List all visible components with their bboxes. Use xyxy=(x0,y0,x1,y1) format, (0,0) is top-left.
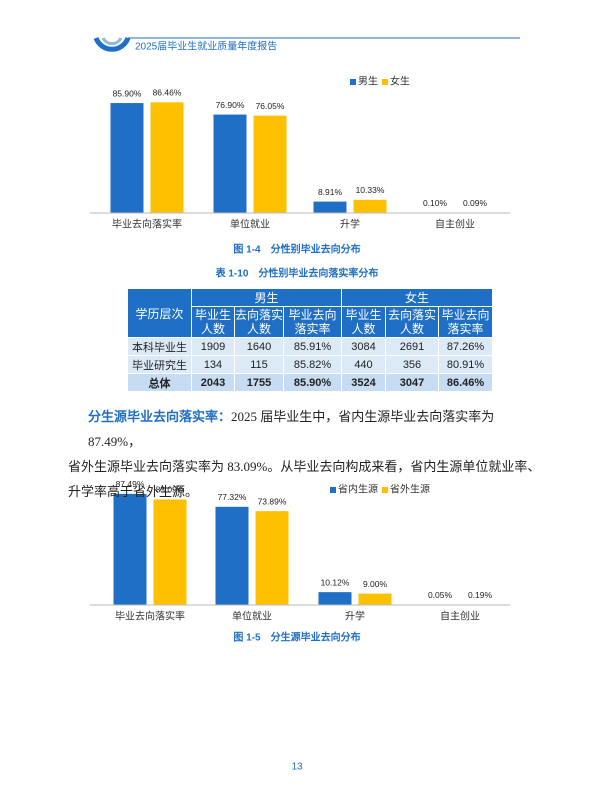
value-label: 0.09% xyxy=(463,198,488,208)
table-cell: 85.90% xyxy=(283,373,342,392)
value-label: 77.32% xyxy=(218,492,247,502)
table-header-cell: 去向落实人数 xyxy=(385,306,439,338)
legend-label: 女生 xyxy=(390,74,410,87)
value-label: 9.00% xyxy=(363,579,388,589)
legend-swatch xyxy=(350,79,356,85)
value-label: 10.33% xyxy=(356,185,385,195)
table-cell: 85.91% xyxy=(283,337,342,356)
table-caption: 表 1-10 分性别毕业去向落实率分布 xyxy=(215,267,379,280)
bar xyxy=(255,511,289,605)
paragraph-line: 分生源毕业去向落实率：2025 届毕业生中，省内生源毕业去向落实率为 87.49… xyxy=(88,404,548,454)
logo xyxy=(93,36,131,52)
legend-swatch xyxy=(382,487,388,493)
table-cell: 2691 xyxy=(385,337,439,356)
value-label: 0.05% xyxy=(428,590,453,600)
paragraph: 分生源毕业去向落实率：2025 届毕业生中，省内生源毕业去向落实率为 87.49… xyxy=(68,404,548,504)
table-cell: 1909 xyxy=(191,337,235,356)
x-tick-label: 毕业去向落实率 xyxy=(115,609,185,622)
value-label: 0.19% xyxy=(468,590,493,600)
bar xyxy=(153,499,187,605)
bar xyxy=(318,592,352,605)
paragraph-lead: 分生源毕业去向落实率： xyxy=(88,409,232,424)
table-header-cell: 学历层次 xyxy=(127,288,192,338)
figure-caption: 图 1-5 分生源毕业去向分布 xyxy=(233,631,360,644)
paragraph-text: 升学率高于省外生源。 xyxy=(68,484,199,499)
data-table: 学历层次 男生 女生 毕业生人数 去向落实人数 毕业去向落实率 毕业生人数 去向落实人数 毕业去… xyxy=(127,288,493,392)
legend-label: 省外生源 xyxy=(390,482,430,495)
paragraph-text: 2025 届毕业生中，省内生源毕业去向落实率为 87.49%， xyxy=(88,409,495,449)
table-cell: 87.26% xyxy=(438,337,493,356)
x-tick-label: 毕业去向落实率 xyxy=(112,217,182,230)
table-cell: 86.46% xyxy=(438,373,493,392)
value-label: 76.90% xyxy=(216,100,245,110)
table-cell: 2043 xyxy=(191,373,235,392)
value-label: 8.91% xyxy=(318,187,343,197)
value-label: 86.46% xyxy=(153,88,182,98)
table-cell: 115 xyxy=(234,355,284,374)
bar xyxy=(215,506,249,605)
value-label: 85.90% xyxy=(113,88,142,98)
bar xyxy=(253,115,287,213)
value-label: 83.09% xyxy=(156,485,185,495)
bar xyxy=(213,114,247,213)
page-number: 13 xyxy=(291,762,303,773)
value-label: 73.89% xyxy=(258,496,287,506)
legend-swatch xyxy=(382,79,388,85)
bar xyxy=(358,593,392,605)
header-title: 2025届毕业生就业质量年度报告 xyxy=(135,40,277,53)
table-header-cell: 毕业去向落实率 xyxy=(283,306,342,338)
table-cell: 356 xyxy=(385,355,439,374)
legend-swatch xyxy=(330,487,336,493)
table-row: 本科毕业生 1909 1640 85.91% 3084 2691 87.26% xyxy=(127,337,493,356)
table-cell: 1640 xyxy=(234,337,284,356)
x-tick-label: 升学 xyxy=(340,217,360,230)
value-label: 87.49% xyxy=(116,479,145,489)
table-group-header: 男生 xyxy=(191,288,342,307)
table-header-row: 学历层次 男生 女生 xyxy=(127,288,493,338)
x-tick-label: 单位就业 xyxy=(232,609,272,622)
figure-caption: 图 1-4 分性别毕业去向分布 xyxy=(233,243,360,256)
table-cell: 3084 xyxy=(341,337,386,356)
table-header-cell: 毕业生人数 xyxy=(191,306,235,338)
x-tick-label: 自主创业 xyxy=(440,609,480,622)
table-header-row: 毕业生人数 去向落实人数 毕业去向落实率 毕业生人数 去向落实人数 毕业去向落实率 xyxy=(128,306,493,338)
value-label: 76.05% xyxy=(256,101,285,111)
value-label: 0.10% xyxy=(423,198,448,208)
table-cell: 总体 xyxy=(127,373,192,392)
table-cell: 80.91% xyxy=(438,355,493,374)
table-row: 毕业研究生 134 115 85.82% 440 356 80.91% xyxy=(127,355,493,374)
bar xyxy=(113,493,147,605)
value-label: 10.12% xyxy=(321,577,350,587)
bar xyxy=(150,102,184,213)
table-cell: 毕业研究生 xyxy=(127,355,192,374)
x-tick-label: 自主创业 xyxy=(435,217,475,230)
x-tick-label: 单位就业 xyxy=(230,217,270,230)
table-header-cell: 去向落实人数 xyxy=(234,306,284,338)
table-cell: 134 xyxy=(191,355,235,374)
bar xyxy=(353,199,387,213)
table-cell: 3047 xyxy=(385,373,439,392)
legend-label: 省内生源 xyxy=(338,482,378,495)
paragraph-line: 升学率高于省外生源。 xyxy=(68,479,548,504)
x-tick-label: 升学 xyxy=(345,609,365,622)
legend-label: 男生 xyxy=(358,74,378,87)
bar xyxy=(313,201,347,213)
table-header-cell: 毕业去向落实率 xyxy=(438,306,493,338)
table-cell: 85.82% xyxy=(283,355,342,374)
paragraph-text: 省外生源毕业去向落实率为 83.09%。从毕业去向构成来看，省内生源单位就业率、 xyxy=(68,459,541,474)
table-cell: 440 xyxy=(341,355,386,374)
table-header-cell: 毕业生人数 xyxy=(341,306,386,338)
table-cell: 本科毕业生 xyxy=(127,337,192,356)
table-group-header: 女生 xyxy=(341,288,493,307)
table-cell: 3524 xyxy=(341,373,386,392)
paragraph-line: 省外生源毕业去向落实率为 83.09%。从毕业去向构成来看，省内生源单位就业率、 xyxy=(68,454,548,479)
table-row: 总体 2043 1755 85.90% 3524 3047 86.46% xyxy=(127,373,493,392)
table-cell: 1755 xyxy=(234,373,284,392)
bar xyxy=(110,103,144,213)
